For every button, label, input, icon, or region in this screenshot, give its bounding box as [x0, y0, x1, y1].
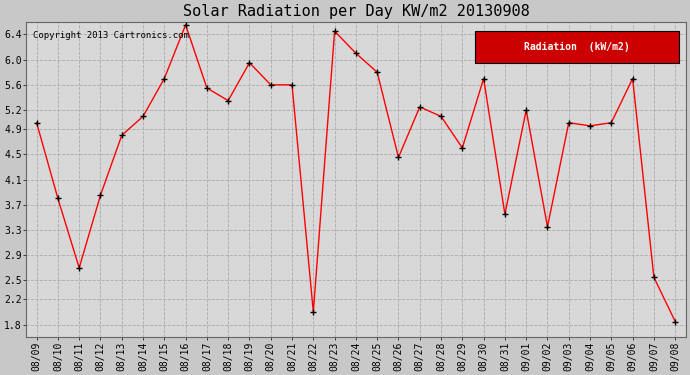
Text: Radiation  (kW/m2): Radiation (kW/m2)	[524, 42, 630, 52]
FancyBboxPatch shape	[475, 31, 679, 63]
Text: Copyright 2013 Cartronics.com: Copyright 2013 Cartronics.com	[32, 31, 188, 40]
Title: Solar Radiation per Day KW/m2 20130908: Solar Radiation per Day KW/m2 20130908	[183, 4, 529, 19]
